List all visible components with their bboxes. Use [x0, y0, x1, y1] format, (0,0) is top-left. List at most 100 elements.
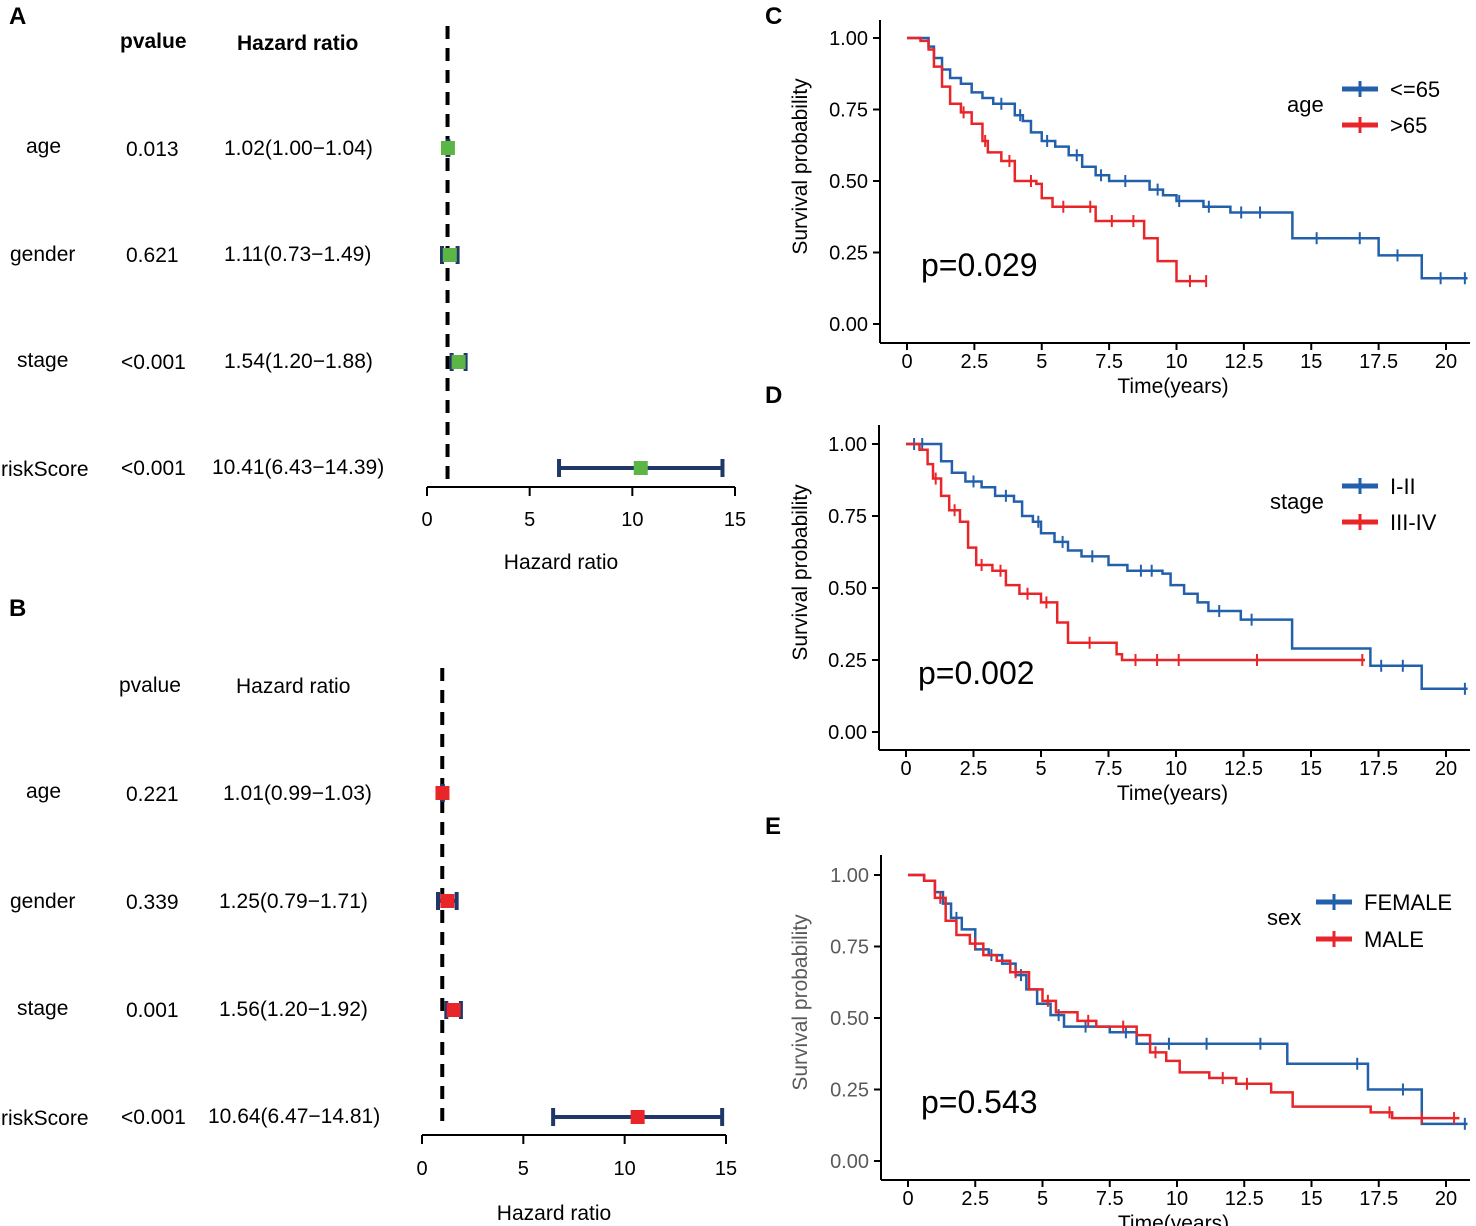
x-tick-label: 10	[1166, 1188, 1188, 1210]
panel-label-d: D	[765, 382, 782, 409]
x-tick-label: 5	[518, 1158, 529, 1180]
row-pvalue: 0.621	[126, 244, 179, 267]
x-tick-label: 17.5	[1359, 351, 1398, 373]
km-plot-c: C 0.00 0.25 0.50 0.75 1.00 0 2.5 5 7.5 10 12.5 15 17…	[765, 3, 1470, 398]
y-axis-label: Survival probability	[789, 78, 812, 255]
p-value-label: p=0.543	[921, 1084, 1038, 1120]
x-tick-label: 20	[1435, 351, 1457, 373]
y-tick-label: 0.75	[828, 506, 867, 528]
p-value-label: p=0.029	[921, 247, 1038, 283]
survival-curve	[906, 442, 1468, 691]
pvalue-header: pvalue	[120, 30, 187, 53]
x-tick-label: 7.5	[1096, 1188, 1124, 1210]
x-axis-label: Time(years)	[1118, 1212, 1229, 1226]
x-tick-label: 17.5	[1359, 1188, 1398, 1210]
pvalue-header: pvalue	[119, 674, 181, 697]
legend-label: FEMALE	[1364, 890, 1452, 915]
hazard-ratio-point	[440, 894, 455, 908]
legend-title: age	[1287, 92, 1324, 117]
row-pvalue: 0.221	[126, 783, 179, 806]
hazard-ratio-point	[442, 248, 457, 262]
y-tick-label: 0.25	[830, 1080, 869, 1102]
x-axis-label: Hazard ratio	[504, 551, 618, 574]
panel-label-e: E	[765, 813, 781, 840]
km-plot-d: D 0.00 0.25 0.50 0.75 1.00 0 2.5 5 7.5 10 12.5 15 17…	[765, 382, 1470, 805]
legend-label: III-IV	[1390, 510, 1437, 535]
survival-curve	[907, 36, 1468, 280]
row-pvalue: <0.001	[121, 457, 186, 480]
row-hr-text: 1.11(0.73−1.49)	[224, 243, 371, 266]
row-label: age	[26, 780, 61, 803]
row-pvalue: 0.001	[126, 999, 179, 1022]
x-tick-label: 5	[1037, 1188, 1048, 1210]
x-tick-label: 2.5	[960, 758, 988, 780]
hazard-ratio-point	[630, 1110, 645, 1124]
y-tick-label: 0.75	[829, 100, 868, 122]
x-tick-label: 5	[1036, 351, 1047, 373]
x-tick-label: 12.5	[1225, 1188, 1264, 1210]
row-hr-text: 1.02(1.00−1.04)	[224, 137, 373, 160]
y-tick-label: 0.50	[830, 1008, 869, 1030]
x-tick-label: 0	[416, 1158, 427, 1180]
forest-plot-a: A pvalue Hazard ratio age 0.013 1.02(1.0…	[1, 3, 746, 574]
legend-label: >65	[1390, 113, 1427, 138]
legend-label: MALE	[1364, 927, 1424, 952]
y-tick-label: 0.00	[830, 1151, 869, 1173]
row-label: riskScore	[1, 458, 89, 481]
x-tick-label: 15	[724, 509, 746, 531]
x-tick-label: 5	[1035, 758, 1046, 780]
survival-curve	[908, 873, 1468, 1126]
hazard-ratio-header: Hazard ratio	[237, 32, 358, 55]
hazard-ratio-point	[440, 141, 455, 155]
y-tick-label: 0.00	[829, 314, 868, 336]
row-hr-text: 1.56(1.20−1.92)	[219, 998, 368, 1021]
row-label: riskScore	[1, 1107, 89, 1130]
x-tick-label: 20	[1435, 758, 1457, 780]
x-tick-label: 2.5	[961, 1188, 989, 1210]
row-pvalue: <0.001	[121, 1106, 186, 1129]
row-pvalue: 0.013	[126, 138, 179, 161]
y-tick-label: 1.00	[828, 434, 867, 456]
hazard-ratio-header: Hazard ratio	[236, 675, 350, 698]
row-pvalue: 0.339	[126, 891, 179, 914]
x-axis-label: Time(years)	[1117, 375, 1228, 398]
row-hr-text: 1.54(1.20−1.88)	[224, 350, 373, 373]
x-tick-label: 17.5	[1359, 758, 1398, 780]
forest-plot-b: B pvalue Hazard ratio age 0.221 1.01(0.9…	[1, 595, 737, 1225]
row-label: age	[26, 135, 61, 158]
panel-label-c: C	[765, 3, 782, 30]
p-value-label: p=0.002	[918, 655, 1035, 691]
y-axis-label: Survival probability	[789, 484, 812, 661]
row-label: gender	[10, 890, 75, 913]
y-axis-label: Survival probability	[789, 914, 812, 1091]
panel-label-b: B	[9, 595, 26, 622]
x-tick-label: 15	[1300, 758, 1322, 780]
x-tick-label: 15	[1300, 351, 1322, 373]
km-plot-e: E 0.00 0.25 0.50 0.75 1.00 0 2.5 5 7.5 10 12.5 15 17…	[765, 813, 1470, 1226]
panel-label-a: A	[9, 3, 26, 30]
legend-title: sex	[1267, 905, 1301, 930]
x-axis-label: Hazard ratio	[497, 1202, 611, 1225]
hazard-ratio-point	[633, 461, 648, 475]
y-tick-label: 0.50	[829, 171, 868, 193]
row-label: stage	[17, 349, 68, 372]
legend-label: I-II	[1390, 474, 1416, 499]
survival-curve	[906, 442, 1365, 662]
x-tick-label: 20	[1435, 1188, 1457, 1210]
survival-curve	[907, 36, 1207, 283]
x-tick-label: 0	[421, 509, 432, 531]
row-hr-text: 10.41(6.43−14.39)	[212, 456, 384, 479]
row-label: stage	[17, 997, 68, 1020]
y-tick-label: 1.00	[829, 28, 868, 50]
y-tick-label: 0.25	[828, 650, 867, 672]
x-tick-label: 10	[1165, 758, 1187, 780]
x-tick-label: 0	[902, 1188, 913, 1210]
row-label: gender	[10, 243, 75, 266]
x-tick-label: 7.5	[1095, 758, 1123, 780]
x-tick-label: 15	[1300, 1188, 1322, 1210]
hazard-ratio-point	[451, 355, 466, 369]
y-tick-label: 0.00	[828, 722, 867, 744]
x-tick-label: 7.5	[1095, 351, 1123, 373]
hazard-ratio-point	[435, 786, 450, 800]
